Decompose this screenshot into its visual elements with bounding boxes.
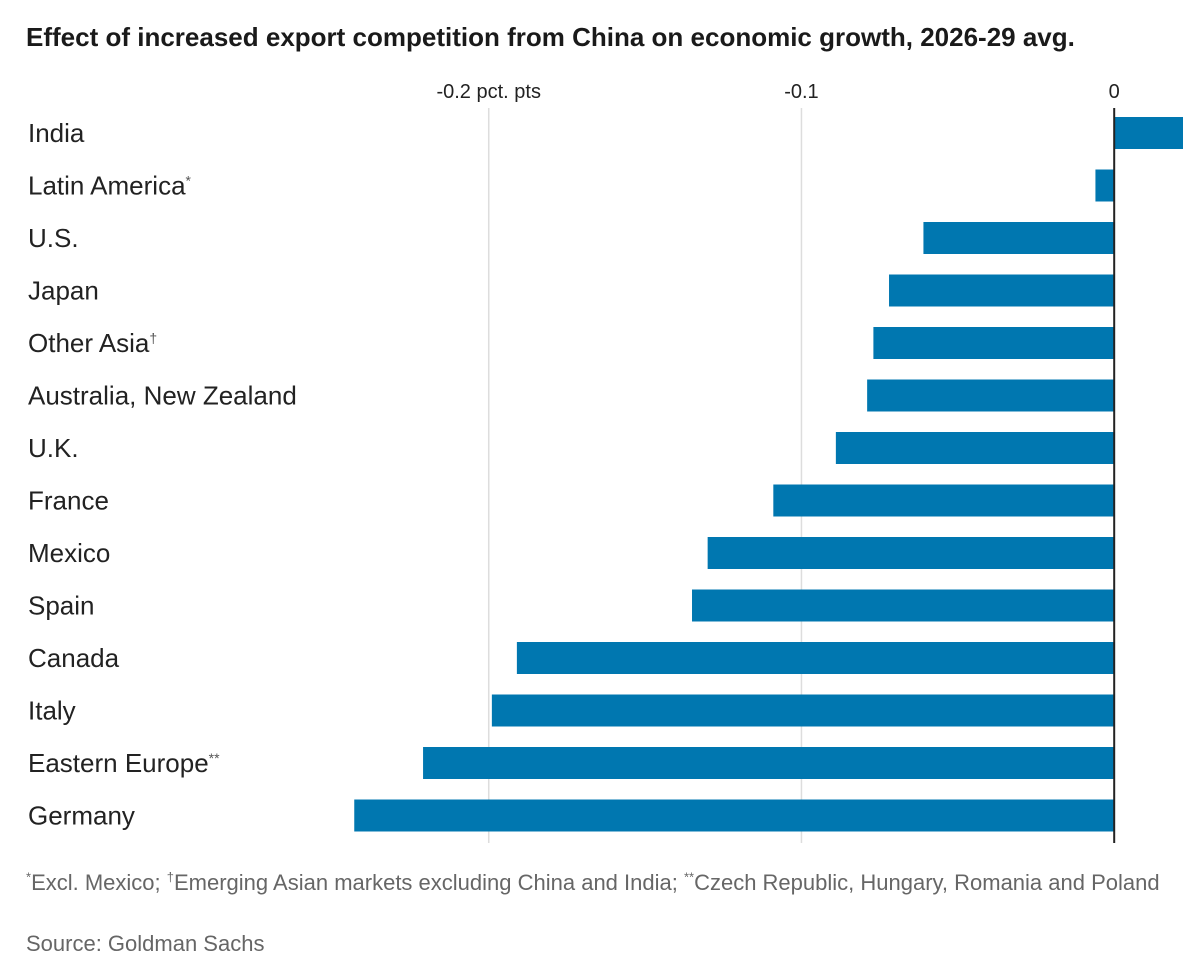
bar-chart: -0.2 pct. pts -0.1 0 India Latin America* U.… xyxy=(28,81,1183,843)
bar xyxy=(873,327,1115,359)
footnote-text: Emerging Asian markets excluding China a… xyxy=(174,870,684,895)
bar xyxy=(1114,117,1183,149)
category-label: U.K. xyxy=(28,433,79,463)
bar xyxy=(1095,169,1115,202)
category-label: Italy xyxy=(28,696,76,726)
bar xyxy=(516,642,1115,674)
category-label: Spain xyxy=(28,591,95,621)
footnote-text: Excl. Mexico; xyxy=(31,870,167,895)
category-labels: India Latin America* U.S. Japan Other Asia† A… xyxy=(28,118,297,831)
footnote-text: Czech Republic, Hungary, Romania and Pol… xyxy=(694,870,1160,895)
category-label: Latin America* xyxy=(28,171,192,201)
bar xyxy=(889,274,1115,307)
category-label: Other Asia† xyxy=(28,328,157,358)
footnote-mark: * xyxy=(26,869,32,885)
x-axis-ticks: -0.2 pct. pts -0.1 0 xyxy=(436,81,1119,103)
chart-title: Effect of increased export competition f… xyxy=(26,22,1075,52)
category-label: Eastern Europe** xyxy=(28,748,220,778)
x-tick-label: -0.1 xyxy=(784,81,818,103)
bar xyxy=(923,222,1115,254)
bar xyxy=(773,484,1115,517)
footnote-mark: ** xyxy=(683,869,695,885)
bar xyxy=(835,432,1115,464)
category-label: Canada xyxy=(28,643,120,673)
source-note: Source: Goldman Sachs xyxy=(26,931,265,956)
bar xyxy=(692,589,1115,622)
bar xyxy=(491,694,1115,727)
bar xyxy=(707,537,1115,569)
footnote: *Excl. Mexico; †Emerging Asian markets e… xyxy=(26,867,1176,899)
category-label: U.S. xyxy=(28,223,79,253)
category-label: Germany xyxy=(28,801,135,831)
category-label: France xyxy=(28,486,109,516)
gridlines xyxy=(487,108,803,843)
footnote-mark: † xyxy=(166,869,174,885)
bars xyxy=(354,117,1183,832)
bar xyxy=(867,379,1115,412)
category-label: Mexico xyxy=(28,538,110,568)
category-label: India xyxy=(28,118,85,148)
x-tick-label: 0 xyxy=(1109,81,1120,103)
category-label: Australia, New Zealand xyxy=(28,381,297,411)
category-label: Japan xyxy=(28,276,99,306)
x-tick-label: -0.2 pct. pts xyxy=(436,81,541,103)
bar xyxy=(423,747,1115,779)
bar xyxy=(354,799,1115,832)
